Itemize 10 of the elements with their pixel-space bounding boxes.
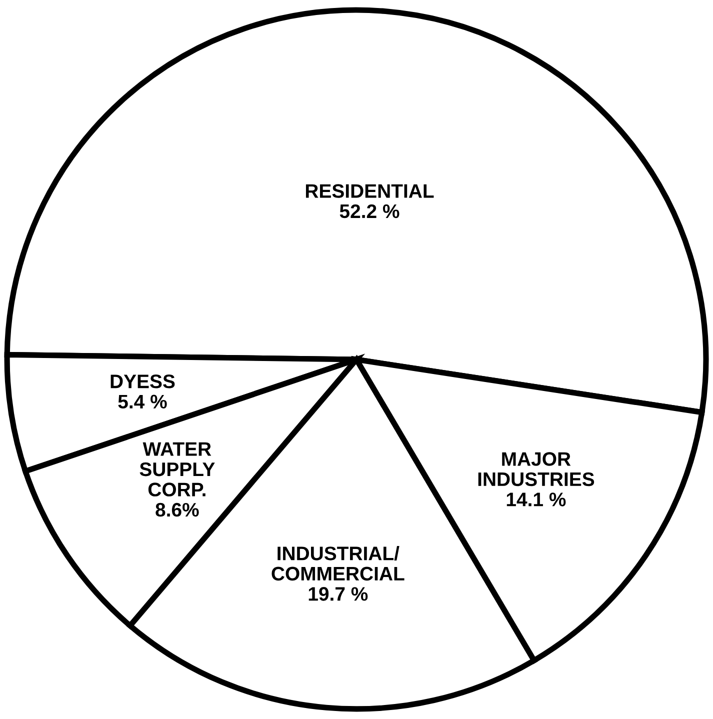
data-label: 14.1 % (506, 492, 566, 506)
data-label: 5.4 % (118, 394, 167, 409)
slice-label: MAJOR INDUSTRIES (478, 452, 594, 486)
slice-label: INDUSTRIAL/ COMMERCIAL (272, 546, 404, 581)
data-label: 19.7 % (308, 587, 368, 601)
data-label: 8.6% (156, 502, 199, 517)
slice-label: WATER SUPPLY CORP. (140, 442, 215, 496)
data-label: 52.2 % (340, 204, 400, 218)
slice-label: DYESS (110, 374, 175, 388)
slice-label: RESIDENTIAL (306, 184, 434, 198)
